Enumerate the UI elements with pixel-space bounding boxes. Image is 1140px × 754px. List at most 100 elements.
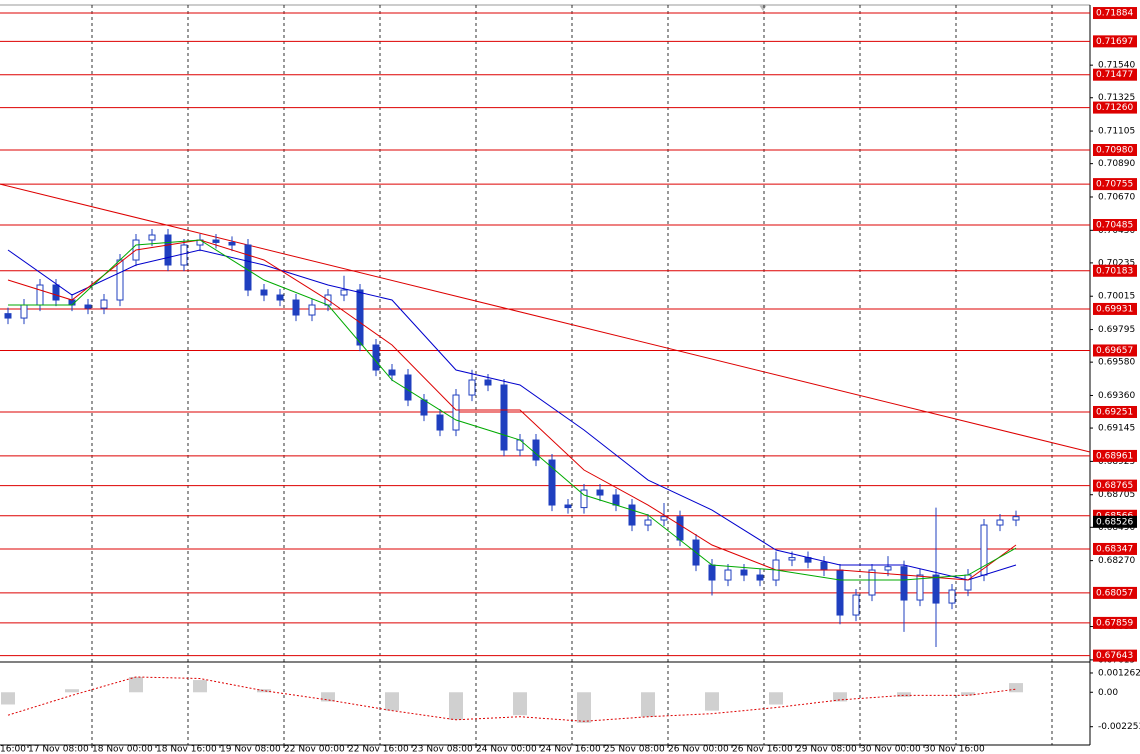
candle-body: [1012, 516, 1020, 521]
level-label-box: [1093, 405, 1137, 418]
candle-body: [52, 284, 60, 301]
y-tick-label: 0.69795: [1098, 325, 1135, 335]
osc-bar: [577, 692, 591, 723]
y-tick-label: 0.70890: [1098, 159, 1135, 169]
candle-body: [164, 234, 172, 266]
x-tick-label: 30 Nov 00:00: [860, 745, 921, 754]
level-label: 0.68347: [1096, 544, 1133, 554]
level-label-box: [1093, 616, 1137, 629]
candle-body: [916, 574, 924, 601]
candle-body: [596, 489, 604, 496]
x-tick-label: 23 Nov 08:00: [412, 745, 473, 754]
y-tick-label: 0.69580: [1098, 358, 1135, 368]
candle-body: [676, 516, 684, 541]
level-label: 0.70980: [1096, 146, 1133, 156]
level-label-box: [1093, 35, 1137, 48]
level-label-box: [1093, 649, 1137, 662]
osc-bar: [1009, 683, 1023, 693]
candle-body: [292, 299, 300, 316]
level-label: 0.70755: [1096, 180, 1133, 190]
osc-tick-label: 0.001262: [1098, 668, 1140, 678]
osc-bar: [193, 680, 207, 693]
candle-body: [564, 504, 572, 509]
x-tick-label: 18 Nov 00:00: [92, 745, 153, 754]
candle-body: [612, 494, 620, 506]
candle-body: [740, 569, 748, 576]
candle-body: [500, 384, 508, 451]
candle-body: [372, 344, 380, 371]
level-label: 0.71260: [1096, 103, 1133, 113]
current-price-box: [1093, 515, 1137, 528]
candle-body: [996, 519, 1004, 526]
osc-bar: [513, 692, 527, 716]
candle-body: [884, 566, 892, 571]
level-label-box: [1093, 144, 1137, 157]
candle-body: [276, 294, 284, 301]
osc-bar: [129, 676, 143, 693]
level-label-box: [1093, 586, 1137, 599]
level-label: 0.68765: [1096, 481, 1133, 491]
x-tick-label: 29 Nov 08:00: [796, 745, 857, 754]
candle-body: [868, 569, 876, 596]
level-label-box: [1093, 302, 1137, 315]
osc-bar: [961, 692, 975, 696]
level-label: 0.67643: [1096, 651, 1133, 661]
candle-body: [932, 574, 940, 604]
candle-body: [100, 299, 108, 309]
moving-average: [7, 239, 1017, 581]
osc-bar: [769, 692, 783, 705]
candle-body: [644, 519, 652, 526]
osc-bar: [641, 692, 655, 717]
candle-body: [436, 414, 444, 431]
level-label: 0.69931: [1096, 304, 1133, 314]
candle-body: [708, 564, 716, 581]
osc-bar: [321, 692, 335, 702]
osc-tick-label: -0.002253: [1098, 722, 1140, 732]
osc-bar: [257, 689, 271, 693]
level-label-box: [1093, 264, 1137, 277]
y-tick-label: 0.71105: [1098, 127, 1135, 137]
level-label: 0.71697: [1096, 37, 1133, 47]
candle-body: [724, 569, 732, 581]
x-tick-label: 22 Nov 00:00: [284, 745, 345, 754]
current-price-label: 0.68526: [1096, 517, 1133, 527]
level-label: 0.69657: [1096, 346, 1133, 356]
candle-body: [20, 304, 28, 319]
candle-body: [116, 259, 124, 301]
y-tick-label: 0.71325: [1098, 93, 1135, 103]
x-tick-label: 25 Nov 08:00: [604, 745, 665, 754]
candle-body: [388, 369, 396, 376]
level-label-box: [1093, 178, 1137, 191]
level-label: 0.68961: [1096, 451, 1133, 461]
candle-body: [548, 459, 556, 506]
candle-body: [4, 313, 12, 319]
x-tick-label: 24 Nov 00:00: [476, 745, 537, 754]
level-label-box: [1093, 449, 1137, 462]
y-tick-label: 0.70015: [1098, 292, 1135, 302]
level-label: 0.67859: [1096, 618, 1133, 628]
osc-bar: [897, 692, 911, 697]
x-tick-label: 18 Nov 16:00: [156, 745, 217, 754]
candle-body: [340, 289, 348, 296]
osc-tick-label: 0.00: [1098, 688, 1118, 698]
moving-average: [8, 239, 1017, 581]
level-label: 0.69251: [1096, 407, 1133, 417]
level-label-box: [1093, 68, 1137, 81]
level-label: 0.70485: [1096, 221, 1133, 231]
x-tick-label: 30 Nov 16:00: [924, 745, 985, 754]
y-tick-label: 0.69360: [1098, 391, 1135, 401]
level-label-box: [1093, 219, 1137, 232]
x-tick-label: 26 Nov 00:00: [668, 745, 729, 754]
candle-body: [452, 394, 460, 431]
trend-line: [0, 183, 1091, 453]
candle-body: [36, 284, 44, 306]
candle-body: [420, 399, 428, 416]
osc-bar: [833, 692, 847, 702]
level-label-box: [1093, 101, 1137, 114]
candle-body: [660, 516, 668, 521]
x-tick-label: 17 Nov 08:00: [28, 745, 89, 754]
x-tick-label: 16:00: [0, 745, 26, 754]
level-label: 0.68057: [1096, 588, 1133, 598]
level-label-box: [1093, 344, 1137, 357]
